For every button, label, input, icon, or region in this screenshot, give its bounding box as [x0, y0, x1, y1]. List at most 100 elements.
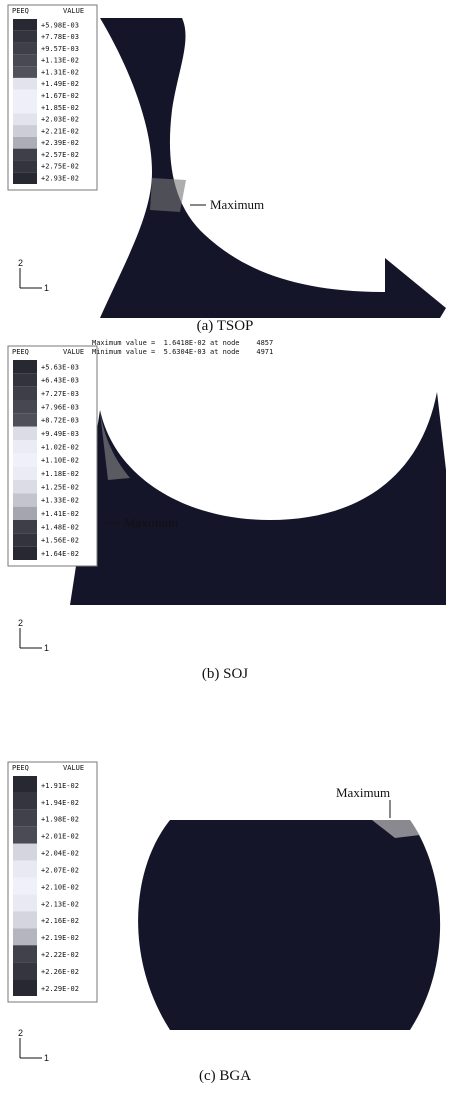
- legend-value: +1.67E-02: [41, 92, 79, 100]
- legend-value: +5.63E-03: [41, 363, 79, 371]
- legend-value: +6.43E-03: [41, 377, 79, 385]
- legend-header: PEEQ: [12, 348, 29, 356]
- legend-value: +7.78E-03: [41, 33, 79, 41]
- legend-value: +2.39E-02: [41, 139, 79, 147]
- legend-swatch: [13, 113, 37, 126]
- legend-swatch: [13, 426, 37, 440]
- legend-value: +2.21E-02: [41, 127, 79, 135]
- axis-label: 2: [18, 618, 23, 628]
- legend-value: +2.01E-02: [41, 833, 79, 841]
- legend-value: +1.18E-02: [41, 470, 79, 478]
- legend-swatch: [13, 386, 37, 400]
- annotation: Maximum: [336, 785, 390, 800]
- legend-swatch: [13, 928, 37, 946]
- legend-value: +1.31E-02: [41, 68, 79, 76]
- legend-swatch: [13, 546, 37, 560]
- legend-swatch: [13, 400, 37, 414]
- legend-swatch: [13, 979, 37, 996]
- legend-header: PEEQ: [12, 764, 29, 772]
- axis-label: 1: [44, 643, 49, 653]
- legend-swatch: [13, 480, 37, 494]
- legend-header: VALUE: [63, 7, 84, 15]
- legend-header: VALUE: [63, 764, 84, 772]
- soj-hotspot: [100, 412, 130, 480]
- legend-swatch: [13, 911, 37, 929]
- legend-swatch: [13, 148, 37, 161]
- legend-value: +2.57E-02: [41, 151, 79, 159]
- legend-swatch: [13, 809, 37, 827]
- bga-hotspot: [372, 820, 420, 838]
- legend-value: +1.85E-02: [41, 104, 79, 112]
- legend-swatch: [13, 66, 37, 78]
- legend-swatch: [13, 160, 37, 173]
- legend-swatch: [13, 826, 37, 844]
- axis-label: 1: [44, 283, 49, 293]
- legend-value: +2.16E-02: [41, 917, 79, 925]
- legend-value: +1.41E-02: [41, 510, 79, 518]
- legend-value: +7.96E-03: [41, 403, 79, 411]
- legend-value: +2.13E-02: [41, 900, 79, 908]
- axis-label: 1: [44, 1053, 49, 1063]
- legend-swatch: [13, 466, 37, 480]
- legend-header: PEEQ: [12, 7, 29, 15]
- legend-swatch: [13, 792, 37, 810]
- legend-value: +2.29E-02: [41, 985, 79, 993]
- legend-value: +1.02E-02: [41, 443, 79, 451]
- legend-value: +1.48E-02: [41, 523, 79, 531]
- legend-swatch: [13, 533, 37, 547]
- legend-swatch: [13, 962, 37, 980]
- legend-swatch: [13, 843, 37, 861]
- legend-value: +2.03E-02: [41, 116, 79, 124]
- legend-swatch: [13, 30, 37, 43]
- legend-value: +1.33E-02: [41, 497, 79, 505]
- legend-value: +1.49E-02: [41, 80, 79, 88]
- legend-swatch: [13, 89, 37, 102]
- legend-value: +1.94E-02: [41, 799, 79, 807]
- legend-swatch: [13, 413, 37, 427]
- legend-swatch: [13, 493, 37, 507]
- legend-value: +1.91E-02: [41, 782, 79, 790]
- legend-swatch: [13, 776, 37, 793]
- legend-swatch: [13, 42, 37, 55]
- legend-swatch: [13, 136, 37, 149]
- legend-value: +2.75E-02: [41, 163, 79, 171]
- caption: (a) TSOP: [197, 318, 254, 334]
- axis-label: 2: [18, 1028, 23, 1038]
- legend-value: +2.26E-02: [41, 968, 79, 976]
- legend-value: +2.10E-02: [41, 883, 79, 891]
- legend-swatch: [13, 373, 37, 387]
- legend-swatch: [13, 101, 37, 114]
- bga-mesh: [138, 820, 441, 1030]
- legend-swatch: [13, 860, 37, 878]
- legend-value: +1.64E-02: [41, 550, 79, 558]
- legend-value: +9.57E-03: [41, 45, 79, 53]
- tsop-mesh: [100, 18, 446, 318]
- legend-swatch: [13, 172, 37, 184]
- legend-value: +1.56E-02: [41, 537, 79, 545]
- legend-value: +2.07E-02: [41, 866, 79, 874]
- caption: (c) BGA: [199, 1068, 251, 1084]
- legend-value: +9.49E-03: [41, 430, 79, 438]
- legend-value: +7.27E-03: [41, 390, 79, 398]
- legend-value: +1.25E-02: [41, 483, 79, 491]
- legend-swatch: [13, 360, 37, 374]
- caption: (b) SOJ: [202, 666, 248, 682]
- legend-value: +5.98E-03: [41, 21, 79, 29]
- legend-value: +8.72E-03: [41, 417, 79, 425]
- legend-swatch: [13, 506, 37, 520]
- tsop-hotspot: [150, 178, 186, 212]
- legend-swatch: [13, 77, 37, 90]
- info-line: Minimum value = 5.6304E-03 at node 4971: [92, 348, 273, 356]
- legend-swatch: [13, 453, 37, 467]
- annotation: Maximum: [124, 515, 178, 530]
- legend-swatch: [13, 440, 37, 454]
- legend-value: +1.13E-02: [41, 57, 79, 65]
- legend-value: +1.98E-02: [41, 816, 79, 824]
- legend-swatch: [13, 19, 37, 31]
- annotation: Maximum: [210, 197, 264, 212]
- legend-swatch: [13, 520, 37, 534]
- legend-value: +2.93E-02: [41, 174, 79, 182]
- info-line: Maximum value = 1.6418E-02 at node 4857: [92, 339, 273, 347]
- legend-swatch: [13, 877, 37, 895]
